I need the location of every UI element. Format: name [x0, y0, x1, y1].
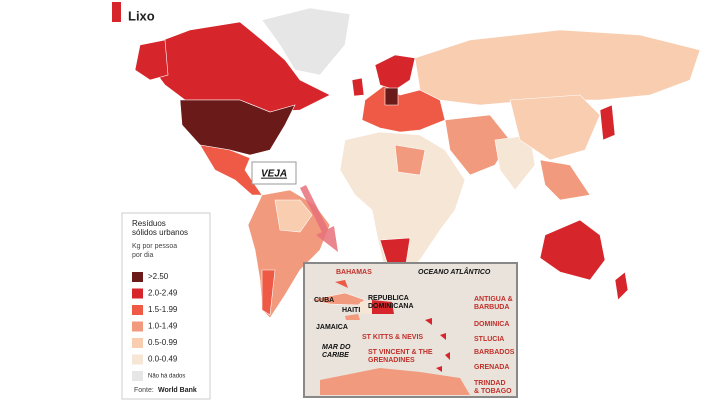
world-map	[134, 7, 701, 319]
legend-label: >2.50	[148, 272, 169, 281]
legend-swatch	[132, 338, 143, 348]
title-marker	[112, 2, 121, 22]
legend-label: 2.0-2.49	[148, 289, 178, 298]
arrow	[300, 185, 338, 252]
legend-unit: por dia	[132, 252, 154, 259]
legend-unit: Kg por pessoa	[132, 243, 177, 250]
inset-label: DOMINICA	[474, 321, 509, 328]
inset-label: HAITI	[342, 307, 360, 314]
title: Lixo	[128, 8, 155, 23]
inset-label: BARBADOS	[474, 349, 515, 356]
inset	[303, 262, 518, 398]
legend-title: sólidos urbanos	[132, 228, 188, 237]
legend-label: 0.0-0.49	[148, 355, 178, 364]
legend-label: 1.0-1.49	[148, 322, 178, 331]
inset-label: BAHAMAS	[336, 269, 372, 276]
inset-label: GRENADINES	[368, 357, 415, 364]
inset-label: REPUBLICA	[368, 295, 409, 302]
inset-label: ST VINCENT & THE	[368, 349, 433, 356]
legend-swatch	[132, 321, 143, 332]
source-name: World Bank	[158, 387, 197, 394]
legend-swatch	[132, 288, 143, 299]
inset-label: & TOBAGO	[474, 388, 512, 395]
source-label: Fonte:	[134, 387, 154, 394]
inset-label: CARIBE	[322, 352, 349, 359]
legend-label: 0.5-0.99	[148, 338, 178, 347]
inset-label: CUBA	[314, 297, 334, 304]
inset-label: OCEANO ATLÂNTICO	[418, 267, 491, 276]
legend-title: Resíduos	[132, 219, 166, 228]
legend-label: 1.5-1.99	[148, 305, 178, 314]
inset-label: ST KITTS & NEVIS	[362, 334, 423, 341]
inset-label: BARBUDA	[474, 304, 509, 311]
legend-label: Não há dados	[148, 374, 185, 380]
inset-label: GRENADA	[474, 364, 509, 371]
callout-box	[251, 161, 297, 185]
inset-label: MAR DO	[322, 344, 351, 351]
callout: VEJA	[261, 169, 287, 180]
inset-label: DOMINICANA	[368, 303, 414, 310]
inset-label: STLUCIA	[474, 336, 504, 343]
inset-label: ANTIGUA &	[474, 296, 513, 303]
inset-label: JAMAICA	[316, 324, 348, 331]
legend-swatch	[132, 305, 143, 315]
legend-swatch	[132, 371, 143, 381]
inset-label: TRINDAD	[474, 380, 506, 387]
legend-swatch	[132, 272, 143, 282]
legend-swatch	[132, 354, 143, 365]
